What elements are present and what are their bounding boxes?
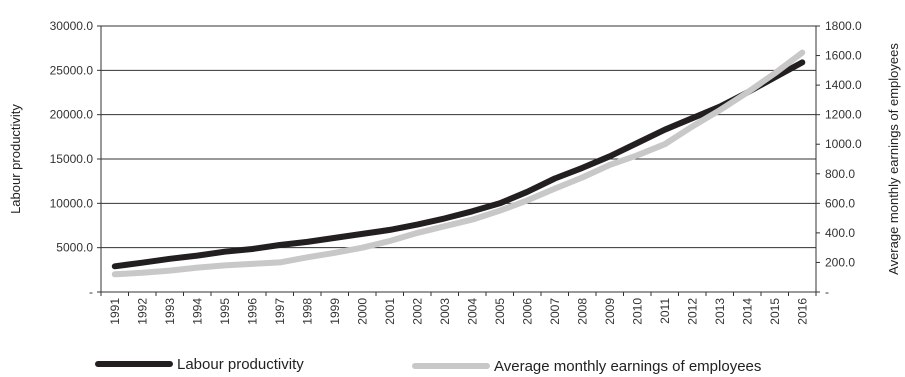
right-tick-label: 800.0 [825,167,855,181]
x-tick-label: 2002 [410,298,424,325]
right-axis-title: Average monthly earnings of employees [886,43,901,275]
x-tick-label: 2005 [493,298,507,325]
x-tick-label: 2008 [575,298,589,325]
x-tick-label: 2014 [740,298,754,325]
series-line-labour-productivity [111,59,806,270]
right-tick-label: 1000.0 [825,137,862,151]
legend-label-average-monthly-earnings: Average monthly earnings of employees [494,358,761,375]
right-tick-label: - [825,285,829,299]
x-tick-label: 2013 [713,298,727,325]
left-axis-ticks: - 5000.0 10000.0 15000.0 20000.0 25000.0 30000… [50,19,94,299]
x-tick-label: 2012 [685,298,699,325]
x-tick-label: 2003 [438,298,452,325]
right-axis-ticks: - 200.0 400.0 600.0 800.0 1000.0 1200.0 1400.0 1… [816,19,862,299]
right-tick-label: 600.0 [825,196,855,210]
x-tick-label: 2006 [520,298,534,325]
left-tick-label: 5000.0 [56,241,93,255]
x-tick-label: 2007 [548,298,562,325]
legend: Labour productivity Average monthly earn… [95,356,761,375]
x-tick-label: 1996 [245,298,259,325]
x-tick-label: 2016 [795,298,809,325]
right-tick-label: 1600.0 [825,49,862,63]
x-tick-label: 2009 [603,298,617,325]
right-tick-label: 400.0 [825,226,855,240]
left-tick-label: - [89,285,93,299]
left-tick-label: 10000.0 [50,196,94,210]
x-tick-label: 1993 [163,298,177,325]
x-tick-label: 2015 [768,298,782,325]
x-tick-label: 2011 [658,298,672,324]
right-tick-label: 1200.0 [825,108,862,122]
x-axis-ticks: 1991 1992 1993 1994 1995 1996 1997 1998 1999 2000… [100,292,817,325]
x-tick-label: 1997 [273,298,287,325]
x-tick-label: 1992 [135,298,149,325]
x-tick-label: 2010 [630,298,644,325]
left-tick-label: 30000.0 [50,19,94,33]
x-tick-label: 1994 [190,298,204,325]
x-tick-label: 1991 [108,298,122,325]
right-tick-label: 1400.0 [825,78,862,92]
right-tick-label: 200.0 [825,255,855,269]
x-tick-label: 1999 [328,298,342,325]
left-tick-label: 20000.0 [50,108,94,122]
left-tick-label: 25000.0 [50,63,94,77]
legend-label-labour-productivity: Labour productivity [177,356,304,373]
series-lines [111,49,806,278]
x-tick-label: 2001 [383,298,397,325]
x-tick-label: 1995 [218,298,232,325]
x-tick-label: 1998 [300,298,314,325]
x-tick-label: 2000 [355,298,369,325]
left-tick-label: 15000.0 [50,152,94,166]
right-tick-label: 1800.0 [825,19,862,33]
series-line-average-monthly-earnings [111,49,806,278]
x-tick-label: 2004 [465,298,479,325]
left-axis-title: Labour productivity [8,104,23,214]
